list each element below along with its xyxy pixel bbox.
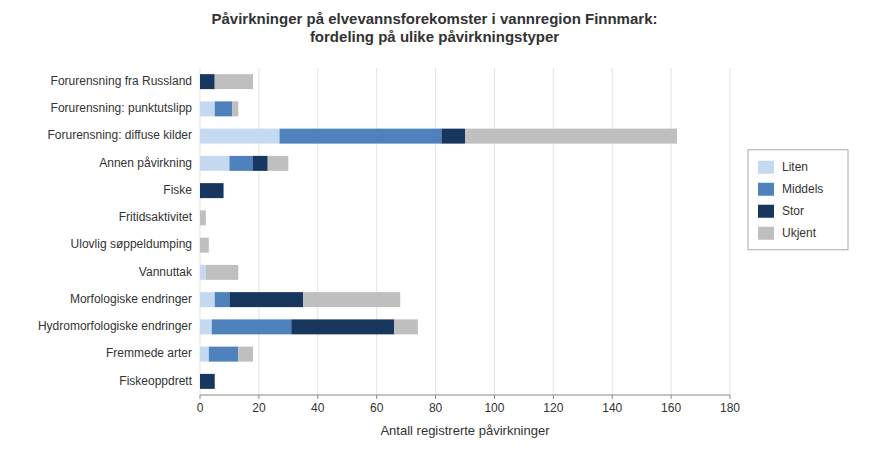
bar-segment	[215, 101, 233, 116]
bars	[200, 74, 677, 389]
grid-line	[200, 68, 201, 395]
grid-line	[671, 68, 672, 395]
legend-label: Ukjent	[782, 226, 817, 240]
bar-segment	[223, 183, 224, 198]
x-tick	[612, 395, 613, 399]
x-axis-label: Antall registrerte påvirkninger	[380, 423, 550, 438]
bar-segment	[200, 74, 215, 89]
bar-segment	[291, 319, 394, 334]
y-tick-label: Vannuttak	[139, 265, 193, 279]
y-axis: Fiskeoppdrett Fremmede arter Hydromorfolog…	[38, 74, 193, 388]
bar-segment	[229, 292, 303, 307]
x-tick-label: 40	[311, 401, 325, 415]
chart-svg: Påvirkninger på elvevannsforekomster i v…	[0, 0, 869, 455]
x-tick-label: 120	[543, 401, 563, 415]
bar-segment	[214, 374, 215, 389]
bar-segment	[394, 319, 418, 334]
bar-segment	[200, 292, 215, 307]
grid-line	[494, 68, 495, 395]
x-axis: 0 20 40 60 80 100 120 140 160 180	[197, 395, 741, 415]
bar-segment	[268, 156, 289, 171]
legend: Liten Middels Stor Ukjent	[748, 150, 848, 250]
x-tick-label: 20	[252, 401, 266, 415]
x-tick	[435, 395, 436, 399]
y-tick-label: Fiske	[163, 183, 192, 197]
bar-segment	[238, 347, 253, 362]
chart-container: Påvirkninger på elvevannsforekomster i v…	[0, 0, 869, 455]
bar-segment	[200, 210, 206, 225]
grid-line	[435, 68, 436, 395]
y-tick-label: Fremmede arter	[106, 346, 192, 360]
legend-label: Stor	[782, 204, 804, 218]
grid-line	[258, 68, 259, 395]
bar-segment	[200, 347, 209, 362]
bar-segment	[253, 156, 268, 171]
grid-line	[317, 68, 318, 395]
y-tick-label: Forurensning: punktutslipp	[51, 101, 193, 115]
chart-title: Påvirkninger på elvevannsforekomster i v…	[212, 10, 658, 45]
y-tick-label: Fritidsaktivitet	[119, 210, 193, 224]
x-tick	[730, 395, 731, 399]
bar-segment	[441, 129, 465, 144]
bar-segment	[465, 129, 677, 144]
y-tick-label: Forurensning: diffuse kilder	[47, 128, 192, 142]
bar-segment	[212, 319, 292, 334]
y-tick-label: Forurensning fra Russland	[51, 74, 192, 88]
bar-segment	[229, 156, 253, 171]
x-axis-line	[200, 395, 730, 396]
y-tick-label: Annen påvirkning	[99, 156, 192, 170]
x-tick-label: 60	[370, 401, 384, 415]
bar-segment	[209, 347, 238, 362]
bar-segment	[232, 101, 238, 116]
bar-segment	[200, 129, 280, 144]
bar-segment	[200, 374, 215, 389]
bar-segment	[215, 292, 230, 307]
x-tick	[671, 395, 672, 399]
bar-segment	[200, 319, 212, 334]
bar-segment	[206, 265, 238, 280]
chart-title-line: fordeling på ulike påvirkningstyper	[310, 28, 559, 45]
x-tick-label: 80	[429, 401, 443, 415]
y-tick-label: Fiskeoppdrett	[119, 374, 192, 388]
x-tick-label: 140	[602, 401, 622, 415]
y-tick-label: Hydromorfologiske endringer	[38, 319, 192, 333]
legend-frame	[748, 150, 848, 250]
x-tick	[553, 395, 554, 399]
x-tick-label: 0	[197, 401, 204, 415]
legend-swatch	[758, 183, 774, 196]
legend-swatch	[758, 161, 774, 174]
x-tick	[200, 395, 201, 399]
bar-segment	[200, 183, 224, 198]
legend-label: Middels	[782, 182, 823, 196]
grid-line	[376, 68, 377, 395]
bar-segment	[280, 129, 442, 144]
bar-segment	[215, 74, 253, 89]
y-tick-label: Ulovlig søppeldumping	[71, 237, 192, 251]
x-tick	[317, 395, 318, 399]
y-tick-label: Morfologiske endringer	[70, 292, 192, 306]
bar-segment	[200, 101, 215, 116]
x-tick-label: 100	[484, 401, 504, 415]
bar-segment	[200, 265, 206, 280]
chart-title-line: Påvirkninger på elvevannsforekomster i v…	[212, 10, 658, 27]
bar-segment	[200, 156, 229, 171]
legend-swatch	[758, 205, 774, 218]
bar-segment	[303, 292, 400, 307]
grid-line	[553, 68, 554, 395]
grid-line	[730, 68, 731, 395]
x-tick	[494, 395, 495, 399]
x-tick-label: 160	[661, 401, 681, 415]
bar-segment	[200, 238, 209, 253]
x-tick	[258, 395, 259, 399]
grid	[200, 68, 730, 395]
legend-label: Liten	[782, 160, 808, 174]
grid-line	[612, 68, 613, 395]
x-tick-label: 180	[720, 401, 740, 415]
legend-swatch	[758, 227, 774, 240]
x-tick	[376, 395, 377, 399]
